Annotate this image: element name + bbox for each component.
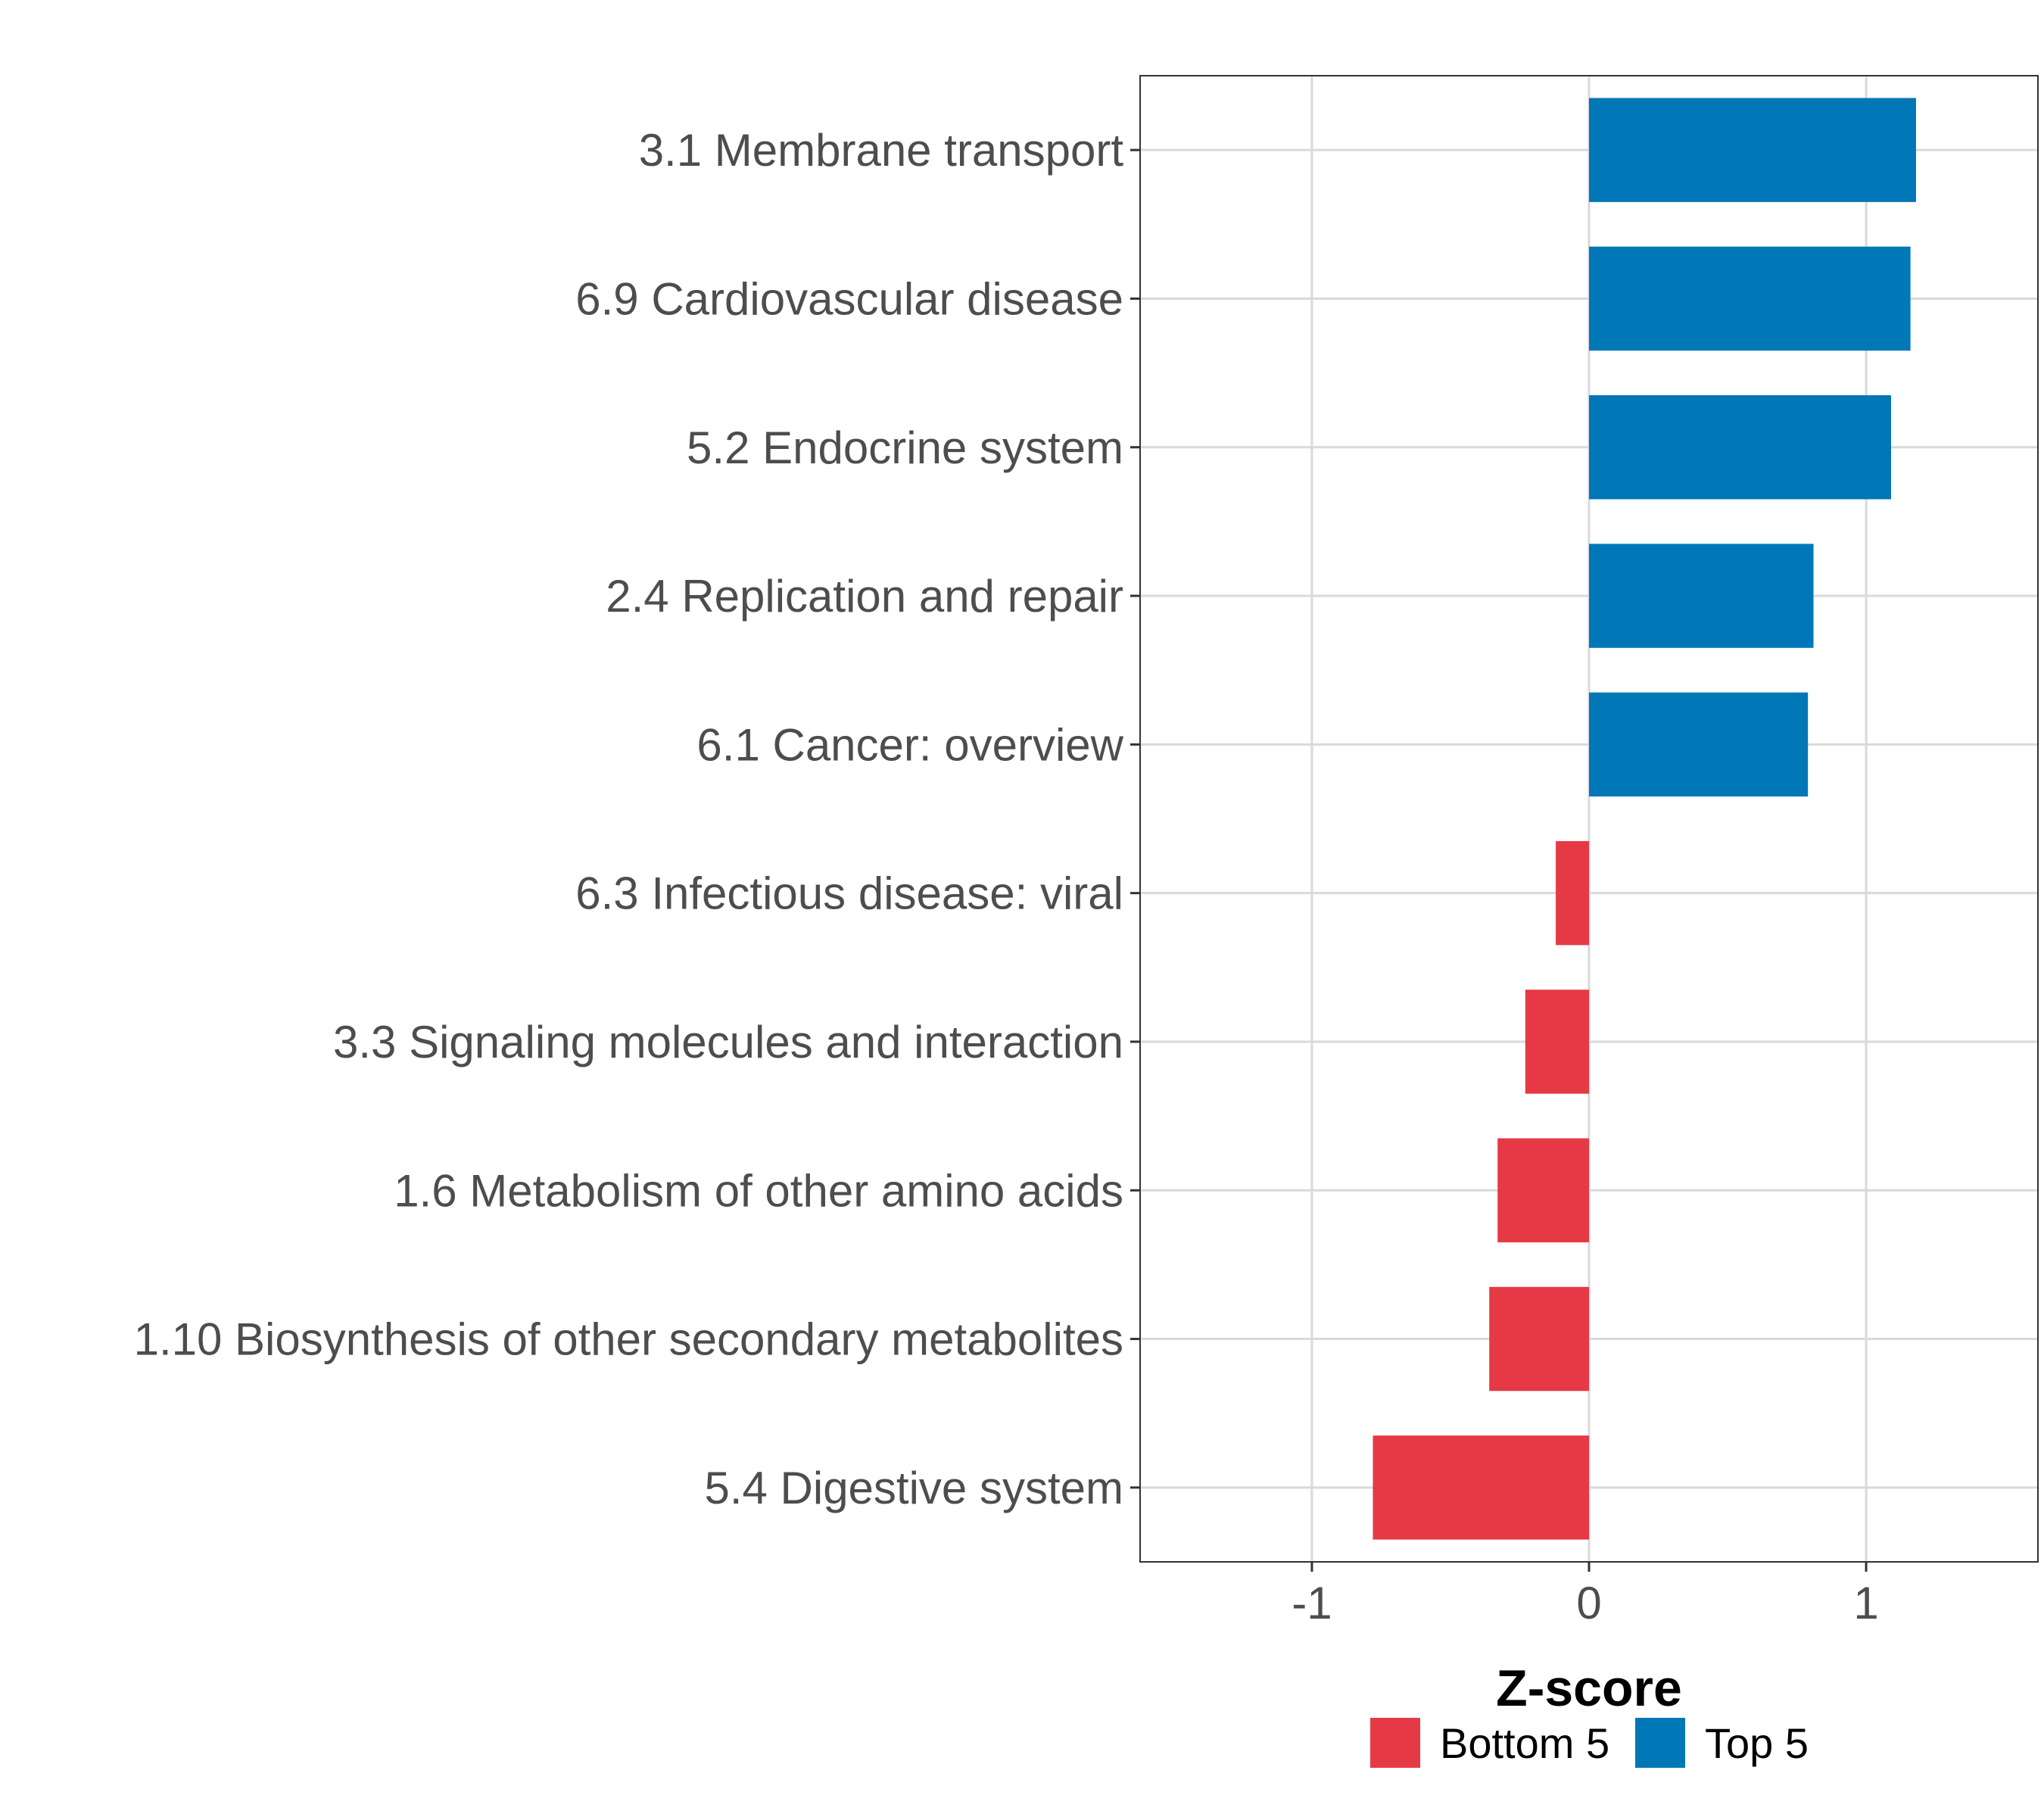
category-label: 2.4 Replication and repair	[606, 571, 1123, 622]
legend-label: Bottom 5	[1440, 1719, 1609, 1767]
category-label: 1.10 Biosynthesis of other secondary met…	[134, 1314, 1123, 1365]
legend: Bottom 5 Top 5	[1370, 1718, 1809, 1768]
x-axis-title: Z-score	[1496, 1660, 1682, 1717]
bar	[1556, 840, 1589, 946]
legend-key	[1370, 1718, 1420, 1768]
bar	[1497, 1138, 1589, 1242]
x-tick-label: 0	[1576, 1578, 1601, 1628]
x-tick-label: -1	[1292, 1578, 1332, 1628]
legend-label: Top 5	[1705, 1719, 1809, 1767]
y-axis: 3.1 Membrane transport 6.9 Cardiovascular…	[134, 125, 1140, 1513]
bar	[1525, 990, 1589, 1094]
bar	[1589, 692, 1809, 797]
bar	[1373, 1435, 1589, 1540]
category-label: 6.3 Infectious disease: viral	[575, 868, 1123, 919]
category-label: 3.1 Membrane transport	[639, 125, 1124, 176]
category-label: 3.3 Signaling molecules and interaction	[333, 1017, 1123, 1067]
bar	[1589, 544, 1814, 648]
category-label: 6.1 Cancer: overview	[696, 719, 1123, 770]
legend-key	[1635, 1718, 1685, 1768]
bar	[1489, 1286, 1589, 1392]
bar	[1589, 246, 1911, 351]
category-label: 6.9 Cardiovascular disease	[575, 273, 1123, 324]
x-axis: -1 0 1	[1292, 1562, 1879, 1628]
category-label: 1.6 Metabolism of other amino acids	[394, 1165, 1123, 1216]
bars	[1373, 98, 1916, 1540]
category-label: 5.4 Digestive system	[704, 1463, 1123, 1513]
x-tick-label: 1	[1853, 1578, 1878, 1628]
bar	[1589, 98, 1916, 202]
bar	[1589, 395, 1891, 500]
category-label: 5.2 Endocrine system	[687, 422, 1123, 473]
